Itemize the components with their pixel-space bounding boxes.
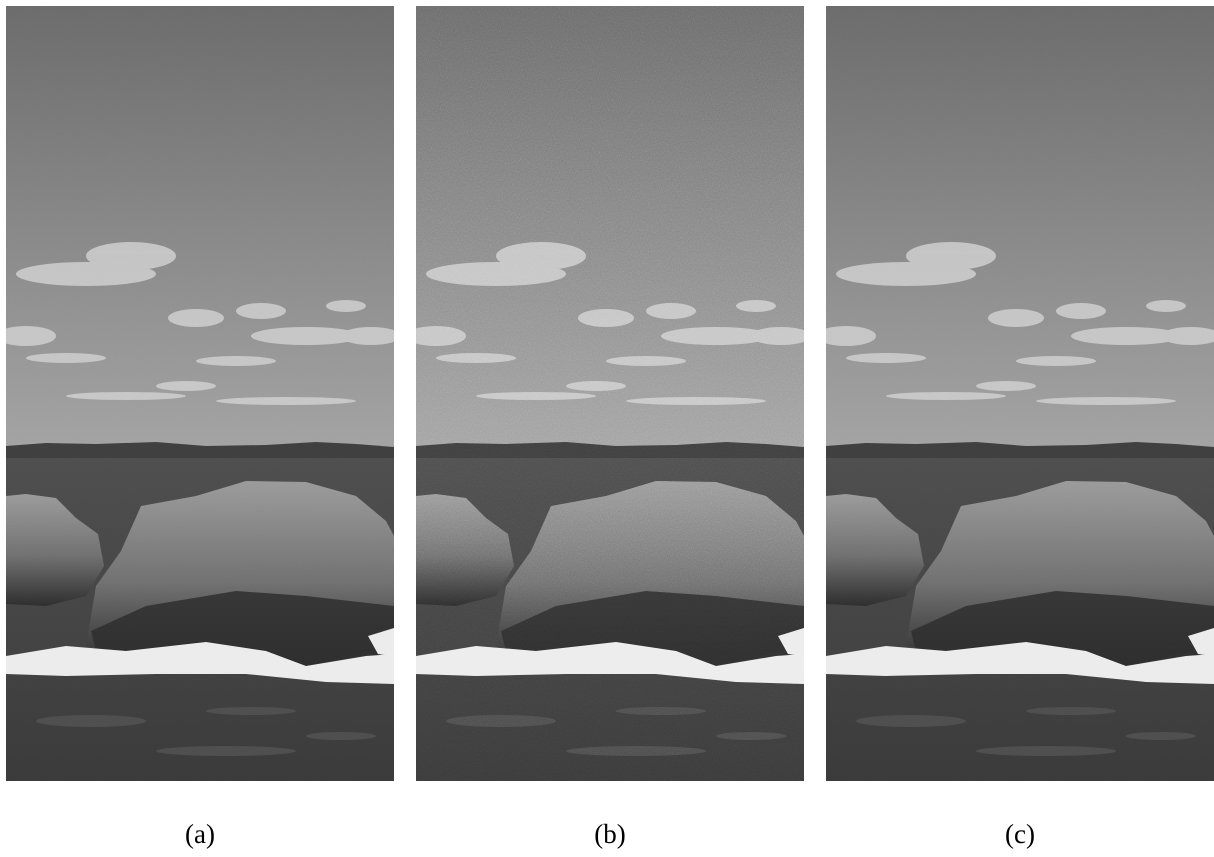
seascape-photo-c bbox=[826, 6, 1214, 781]
caption-a: (a) bbox=[185, 819, 215, 849]
image-panel-b bbox=[416, 6, 804, 781]
image-panel-c bbox=[826, 6, 1214, 781]
seascape-photo-b bbox=[416, 6, 804, 781]
grain-overlay bbox=[826, 6, 1214, 781]
grain-overlay bbox=[416, 6, 804, 781]
image-panel-a bbox=[6, 6, 394, 781]
caption-c: (c) bbox=[1005, 819, 1035, 849]
caption-b: (b) bbox=[594, 819, 626, 849]
seascape-photo-a bbox=[6, 6, 394, 781]
grain-overlay bbox=[6, 6, 394, 781]
